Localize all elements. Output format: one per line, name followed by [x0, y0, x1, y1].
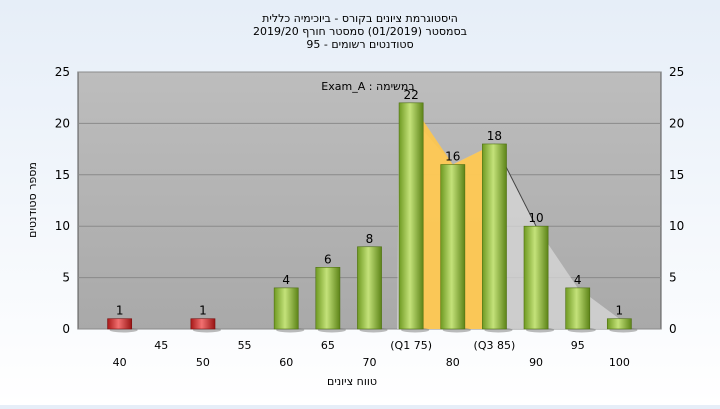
- histogram-bar: [357, 246, 382, 330]
- bar-value-label: 4: [282, 273, 290, 287]
- chart-title-line-2: בסמסטר (01/2019) סמסטר חורף 2019/20: [253, 25, 467, 38]
- histogram-bar: [107, 318, 133, 330]
- bars-layer: [107, 102, 638, 333]
- x-tick-label: 50: [196, 356, 210, 369]
- bar-value-label: 18: [487, 129, 502, 143]
- histogram-bar: [565, 287, 591, 330]
- chart-title: היסטוגרמת ציונים בקורס - ביוכימיה כללית …: [253, 12, 467, 51]
- histogram-bar: [482, 143, 507, 330]
- y-axis-label: מספר סטודנטים: [26, 162, 39, 238]
- bar-value-label: 8: [366, 232, 374, 246]
- x-tick-label: 95: [571, 339, 585, 352]
- x-tick-label: 65: [321, 339, 335, 352]
- y-tick-label-right: 15: [669, 168, 684, 182]
- histogram-bar: [190, 318, 216, 330]
- x-tick-label: 45: [154, 339, 168, 352]
- x-tick-label: 100: [609, 356, 630, 369]
- y-tick-label-left: 15: [55, 168, 70, 182]
- histogram-bar: [523, 225, 549, 330]
- bar-value-label: 10: [528, 211, 543, 225]
- bar-value-label: 1: [116, 304, 124, 318]
- y-tick-label-right: 5: [669, 271, 677, 285]
- bar-value-label: 1: [199, 304, 207, 318]
- histogram-bar: [606, 318, 632, 330]
- bar-value-label: 6: [324, 252, 332, 266]
- histogram-bar: [315, 267, 341, 330]
- x-axis-label: טווח ציונים: [327, 375, 377, 388]
- y-tick-label-right: 0: [669, 322, 677, 336]
- bar-value-label: 1: [616, 304, 624, 318]
- value-labels-layer: 1 1 4 6 8 22 16 18 10 4 1: [116, 88, 623, 318]
- bar-value-label: 4: [574, 273, 582, 287]
- y-tick-label-left: 5: [62, 271, 70, 285]
- histogram-bar: [273, 287, 299, 330]
- y-tick-label-left: 20: [55, 116, 70, 130]
- x-tick-label: 60: [279, 356, 293, 369]
- x-tick-label: 70: [363, 356, 377, 369]
- y-tick-label-left: 25: [55, 65, 70, 79]
- x-tick-label: 80: [446, 356, 460, 369]
- chart-title-line-1: היסטוגרמת ציונים בקורס - ביוכימיה כללית: [262, 12, 458, 25]
- x-tick-label: 55: [238, 339, 252, 352]
- x-tick-label: (Q1 75): [390, 339, 432, 352]
- bar-value-label: 22: [404, 88, 419, 102]
- x-tick-label: 40: [113, 356, 127, 369]
- y-tick-label-left: 0: [62, 322, 70, 336]
- x-tick-label: 90: [529, 356, 543, 369]
- histogram-bar: [398, 102, 424, 330]
- y-tick-label-right: 20: [669, 116, 684, 130]
- bar-value-label: 16: [445, 150, 460, 164]
- y-tick-label-left: 10: [55, 219, 70, 233]
- x-tick-label: (Q3 85): [474, 339, 516, 352]
- chart-title-line-3: סטודנטים רשומים - 95: [306, 38, 413, 51]
- histogram-bar: [440, 164, 466, 330]
- y-tick-label-right: 10: [669, 219, 684, 233]
- exam-annotation: Exam_A : במשימה: [321, 80, 414, 93]
- y-tick-label-right: 25: [669, 65, 684, 79]
